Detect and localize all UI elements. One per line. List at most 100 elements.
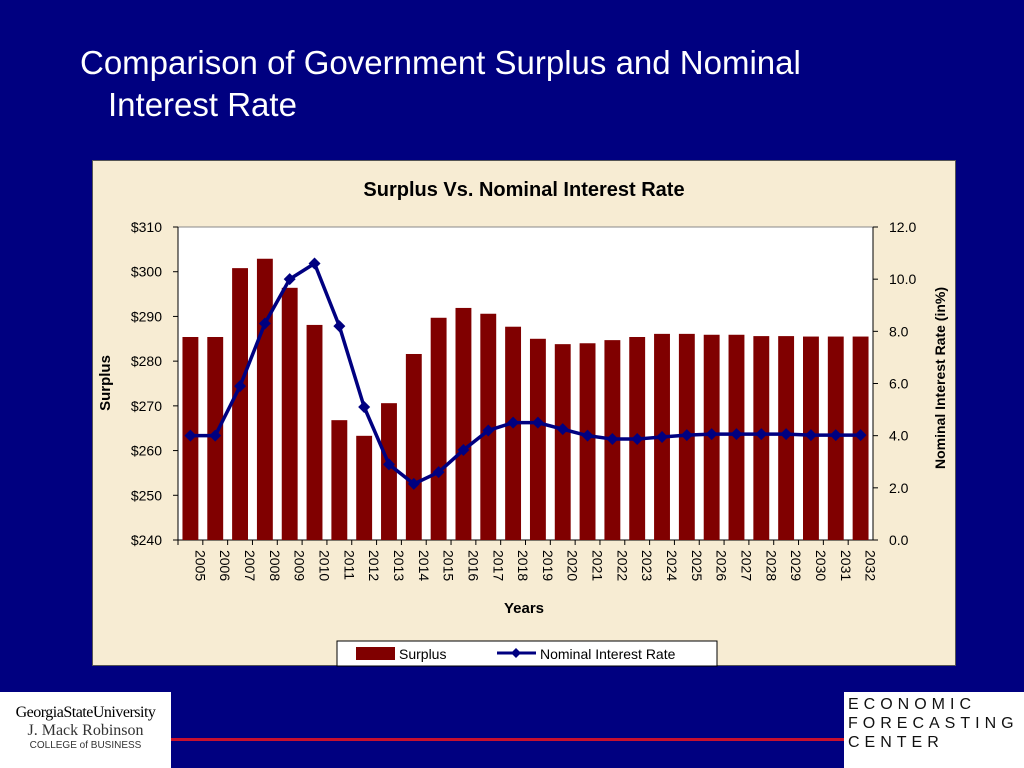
efc-logo-line-3: CENTER [848, 734, 944, 751]
x-tick-label: 2013 [391, 550, 407, 581]
marker-interest-2020 [556, 423, 569, 436]
x-tick-label: 2015 [441, 550, 457, 581]
y-tick-label: $270 [131, 398, 162, 414]
marker-interest-2031 [829, 429, 842, 442]
marker-interest-2012 [358, 400, 371, 413]
y2-tick-label: 8.0 [889, 323, 909, 339]
bar-surplus-2012 [356, 435, 373, 540]
y-tick-label: $240 [131, 532, 162, 548]
x-tick-label: 2012 [366, 550, 382, 581]
bar-surplus-2014 [405, 353, 422, 540]
marker-interest-2016 [457, 444, 470, 457]
marker-interest-2032 [854, 429, 867, 442]
marker-interest-2013 [382, 458, 395, 471]
bar-surplus-2013 [381, 403, 397, 540]
x-tick-label: 2014 [416, 550, 432, 581]
footer-divider [171, 738, 844, 741]
marker-interest-2017 [482, 424, 495, 437]
bar-surplus-2008 [256, 258, 273, 540]
bar-surplus-2018 [505, 326, 522, 540]
y2-tick-label: 4.0 [889, 428, 909, 444]
marker-interest-2027 [730, 428, 743, 441]
bar-surplus-2015 [430, 317, 447, 540]
x-tick-label: 2018 [515, 550, 531, 581]
marker-interest-2021 [581, 429, 594, 442]
x-tick-label: 2025 [689, 550, 705, 581]
y2-axis-title: Nominal Interest Rate (in%) [932, 287, 948, 469]
x-tick-label: 2028 [763, 550, 779, 581]
gsu-logo-college: J. Mack Robinson [27, 722, 144, 739]
title-line-1: Comparison of Government Surplus and Nom… [80, 44, 801, 81]
efc-logo: ECONOMIC FORECASTING CENTER [844, 692, 1024, 768]
x-tick-label: 2022 [614, 550, 630, 581]
marker-interest-2026 [705, 428, 718, 441]
legend-label-interest: Nominal Interest Rate [540, 646, 676, 662]
marker-interest-2007 [234, 380, 247, 393]
gsu-logo-name: GeorgiaStateUniversity [15, 704, 156, 721]
y-axis-title: Surplus [97, 355, 114, 411]
bar-surplus-2016 [455, 307, 472, 540]
y-tick-label: $300 [131, 264, 162, 280]
marker-interest-2025 [680, 429, 693, 442]
x-tick-label: 2021 [590, 550, 606, 581]
y2-tick-label: 6.0 [889, 376, 909, 392]
marker-interest-2015 [432, 466, 445, 479]
bar-surplus-2010 [306, 324, 323, 540]
marker-interest-2005 [184, 429, 197, 442]
marker-interest-2023 [631, 433, 644, 446]
x-tick-label: 2029 [788, 550, 804, 581]
line-interest-rate [190, 260, 861, 486]
bar-surplus-2011 [331, 420, 348, 540]
x-tick-label: 2011 [341, 550, 357, 580]
marker-interest-2006 [209, 429, 222, 442]
slide-title: Comparison of Government Surplus and Nom… [80, 42, 801, 126]
x-tick-label: 2020 [565, 550, 581, 581]
x-tick-label: 2032 [863, 550, 879, 581]
legend-marker-interest [511, 648, 521, 658]
marker-interest-2009 [283, 273, 296, 286]
y2-tick-label: 10.0 [889, 271, 916, 287]
x-axis-title: Years [504, 600, 544, 617]
x-tick-label: 2017 [490, 550, 506, 581]
x-tick-label: 2005 [192, 550, 208, 581]
bar-surplus-2019 [529, 338, 546, 540]
chart-title: Surplus Vs. Nominal Interest Rate [363, 179, 684, 201]
x-tick-label: 2026 [714, 550, 730, 581]
y2-tick-label: 0.0 [889, 532, 909, 548]
marker-interest-2008 [258, 317, 271, 330]
gsu-logo: GeorgiaStateUniversity J. Mack Robinson … [0, 692, 171, 768]
marker-interest-2024 [656, 430, 669, 443]
x-tick-label: 2008 [267, 550, 283, 581]
gsu-logo-business: COLLEGE of BUSINESS [29, 740, 142, 751]
legend-label-surplus: Surplus [399, 646, 446, 662]
y-tick-label: $250 [131, 487, 162, 503]
marker-interest-2014 [407, 477, 420, 490]
marker-interest-2028 [755, 428, 768, 441]
x-tick-label: 2016 [465, 550, 481, 581]
x-tick-label: 2030 [813, 550, 829, 581]
marker-interest-2011 [333, 320, 346, 333]
x-tick-label: 2023 [639, 550, 655, 581]
bar-surplus-2007 [232, 268, 248, 540]
x-tick-label: 2010 [317, 550, 333, 581]
marker-interest-2029 [780, 428, 793, 441]
y-tick-label: $310 [131, 219, 162, 235]
x-tick-label: 2027 [738, 550, 754, 581]
y-tick-label: $260 [131, 443, 162, 459]
marker-interest-2019 [531, 416, 544, 429]
legend-swatch-surplus [356, 647, 395, 660]
efc-logo-line-1: ECONOMIC [848, 696, 976, 713]
x-tick-label: 2009 [292, 550, 308, 581]
bar-surplus-2009 [281, 287, 298, 540]
marker-interest-2030 [804, 429, 817, 442]
efc-logo-line-2: FORECASTING [848, 715, 1019, 732]
x-tick-label: 2031 [838, 550, 854, 581]
x-tick-label: 2024 [664, 550, 680, 581]
y2-tick-label: 2.0 [889, 480, 909, 496]
y2-tick-label: 12.0 [889, 219, 916, 235]
title-line-2: Interest Rate [108, 86, 297, 123]
marker-interest-2018 [507, 416, 520, 429]
y-tick-label: $290 [131, 308, 162, 324]
marker-interest-2022 [606, 433, 619, 446]
